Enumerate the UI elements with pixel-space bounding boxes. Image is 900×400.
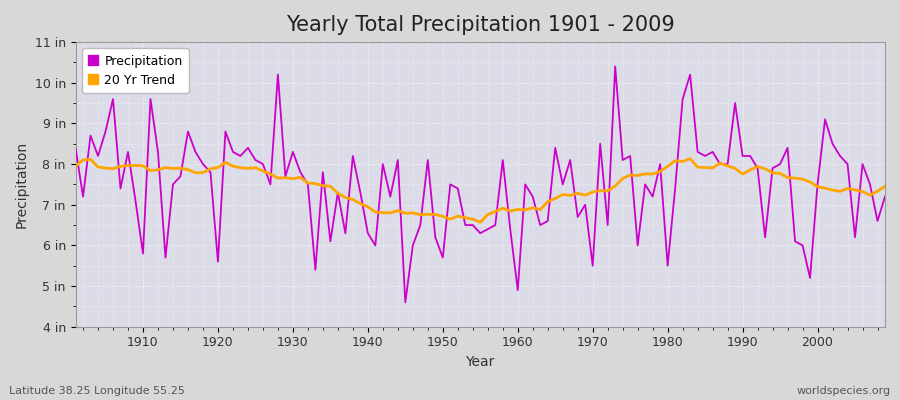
Legend: Precipitation, 20 Yr Trend: Precipitation, 20 Yr Trend — [82, 48, 189, 93]
Y-axis label: Precipitation: Precipitation — [15, 141, 29, 228]
Title: Yearly Total Precipitation 1901 - 2009: Yearly Total Precipitation 1901 - 2009 — [286, 15, 675, 35]
Text: Latitude 38.25 Longitude 55.25: Latitude 38.25 Longitude 55.25 — [9, 386, 184, 396]
X-axis label: Year: Year — [465, 355, 495, 369]
Text: worldspecies.org: worldspecies.org — [796, 386, 891, 396]
